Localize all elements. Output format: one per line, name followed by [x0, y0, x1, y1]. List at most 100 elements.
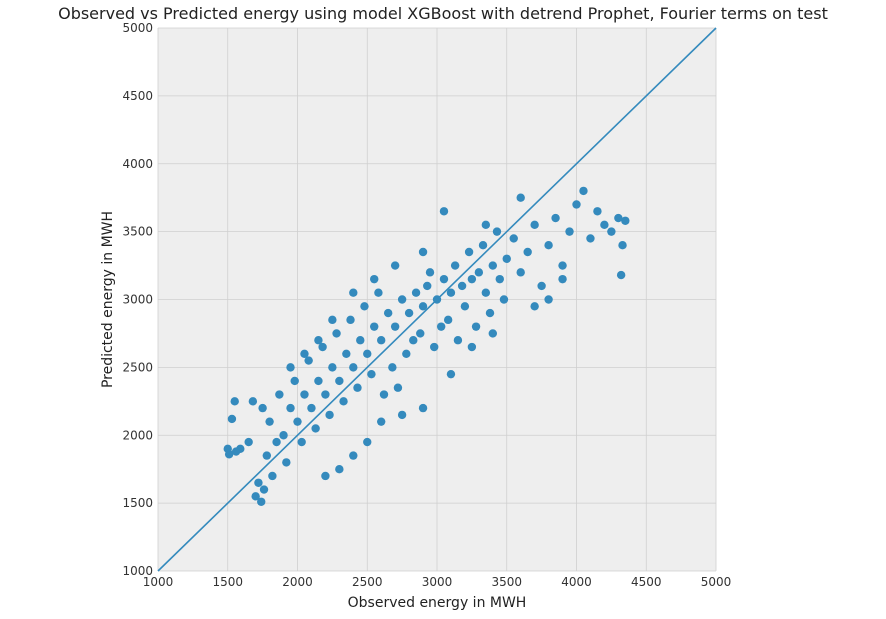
data-point: [349, 288, 358, 297]
data-point: [397, 410, 407, 420]
data-point: [397, 295, 407, 304]
data-point: [356, 336, 365, 345]
x-tick-label: 2500: [352, 575, 383, 589]
data-point: [418, 247, 428, 257]
data-point: [300, 349, 309, 358]
data-point: [311, 424, 320, 433]
data-point: [314, 376, 323, 386]
data-point: [363, 437, 372, 447]
data-point: [321, 390, 330, 399]
data-point: [353, 383, 362, 392]
data-point: [544, 241, 553, 250]
data-point: [411, 288, 421, 297]
y-tick-label: 5000: [122, 21, 153, 35]
y-axis-label: Predicted energy in MWH: [100, 211, 116, 388]
data-point: [360, 302, 369, 311]
data-point: [551, 213, 560, 223]
x-axis-label: Observed energy in MWH: [348, 595, 527, 611]
data-point: [272, 437, 281, 447]
data-point: [409, 336, 418, 345]
data-point: [370, 322, 379, 331]
x-tick-label: 5000: [701, 575, 732, 589]
data-point: [474, 268, 484, 277]
data-point: [579, 186, 588, 196]
y-tick-label: 2500: [122, 360, 153, 374]
data-point: [572, 200, 581, 209]
data-point: [328, 363, 337, 372]
data-point: [558, 274, 567, 284]
data-point: [558, 261, 567, 270]
data-point: [616, 270, 626, 280]
data-point: [367, 369, 376, 379]
data-point: [457, 281, 467, 291]
data-point: [377, 336, 386, 345]
data-point: [509, 234, 518, 243]
data-point: [393, 383, 403, 392]
data-point: [374, 288, 383, 297]
y-tick-label: 4000: [122, 157, 153, 171]
data-point: [332, 329, 341, 338]
data-point: [328, 315, 337, 325]
data-point: [258, 403, 267, 413]
data-point: [404, 308, 414, 318]
data-point: [335, 464, 344, 474]
data-point: [254, 478, 263, 487]
data-point: [453, 336, 463, 345]
x-tick-label: 4500: [631, 575, 662, 589]
data-point: [416, 329, 425, 338]
data-point: [279, 431, 288, 440]
data-point: [346, 315, 355, 325]
data-point: [423, 281, 432, 291]
data-point: [430, 342, 439, 352]
data-point: [439, 207, 449, 216]
data-point: [495, 274, 504, 284]
data-point: [446, 369, 456, 379]
data-point: [600, 220, 609, 230]
y-tick-label: 1500: [122, 496, 153, 510]
data-point: [251, 492, 260, 501]
data-point: [607, 227, 616, 236]
data-point: [265, 417, 274, 426]
y-tick-label: 1000: [122, 564, 153, 578]
x-tick-label: 2000: [282, 575, 313, 589]
data-point: [618, 241, 627, 250]
data-point: [307, 403, 316, 413]
x-tick-label: 4000: [561, 575, 592, 589]
data-point: [262, 451, 272, 460]
x-tick-label: 3500: [491, 575, 522, 589]
data-point: [467, 274, 477, 284]
data-point: [286, 363, 295, 372]
data-point: [275, 390, 284, 399]
data-point: [321, 471, 330, 481]
data-point: [478, 241, 488, 250]
y-tick-label: 4500: [122, 89, 153, 103]
data-point: [443, 315, 453, 325]
data-point: [499, 295, 509, 304]
data-point: [383, 308, 393, 318]
data-point: [402, 349, 411, 358]
data-point: [349, 363, 358, 372]
data-point: [314, 336, 323, 345]
data-point: [339, 397, 348, 406]
data-point: [446, 288, 456, 297]
data-point: [300, 390, 309, 399]
x-tick-label: 1000: [143, 575, 174, 589]
x-axis-ticks: 1000 1500 2000 2500 3000 3500 4000 4500 5000: [143, 575, 732, 589]
data-point: [236, 444, 245, 454]
data-point: [363, 349, 372, 358]
data-point: [481, 288, 491, 297]
data-point: [502, 254, 511, 263]
data-point: [544, 295, 553, 304]
data-point: [621, 216, 630, 225]
data-point: [432, 295, 442, 304]
data-point: [230, 397, 239, 406]
data-point: [342, 349, 351, 358]
data-point: [530, 302, 539, 311]
data-point: [259, 485, 269, 494]
data-point: [481, 220, 491, 230]
data-point: [370, 274, 379, 284]
y-tick-label: 3500: [122, 225, 153, 239]
x-tick-label: 1500: [212, 575, 243, 589]
data-point: [286, 403, 295, 413]
